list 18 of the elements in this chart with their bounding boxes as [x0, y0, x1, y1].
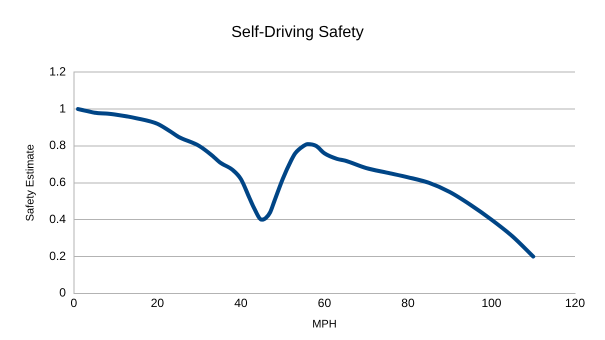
- y-tick-label: 1: [59, 101, 66, 116]
- x-tick-label: 120: [564, 296, 586, 310]
- x-tick-label: 60: [318, 296, 332, 310]
- x-tick-label: 40: [234, 296, 248, 310]
- y-tick-label: 1.2: [49, 64, 66, 79]
- y-tick-label: 0.8: [49, 138, 66, 152]
- x-tick-label: 100: [481, 296, 502, 310]
- x-tick-label: 80: [401, 296, 415, 310]
- x-tick-label: 20: [150, 296, 164, 310]
- y-tick-label: 0: [59, 286, 66, 300]
- y-tick-label: 0.6: [49, 175, 66, 190]
- line-series: [76, 107, 536, 259]
- y-tick-label: 0.4: [49, 212, 66, 226]
- y-axis-title: Safety Estimate: [24, 144, 37, 222]
- chart-title: Self-Driving Safety: [231, 24, 364, 42]
- x-tick-label: 0: [70, 296, 78, 310]
- x-axis-title: MPH: [312, 318, 337, 330]
- y-tick-label: 0.2: [49, 248, 66, 263]
